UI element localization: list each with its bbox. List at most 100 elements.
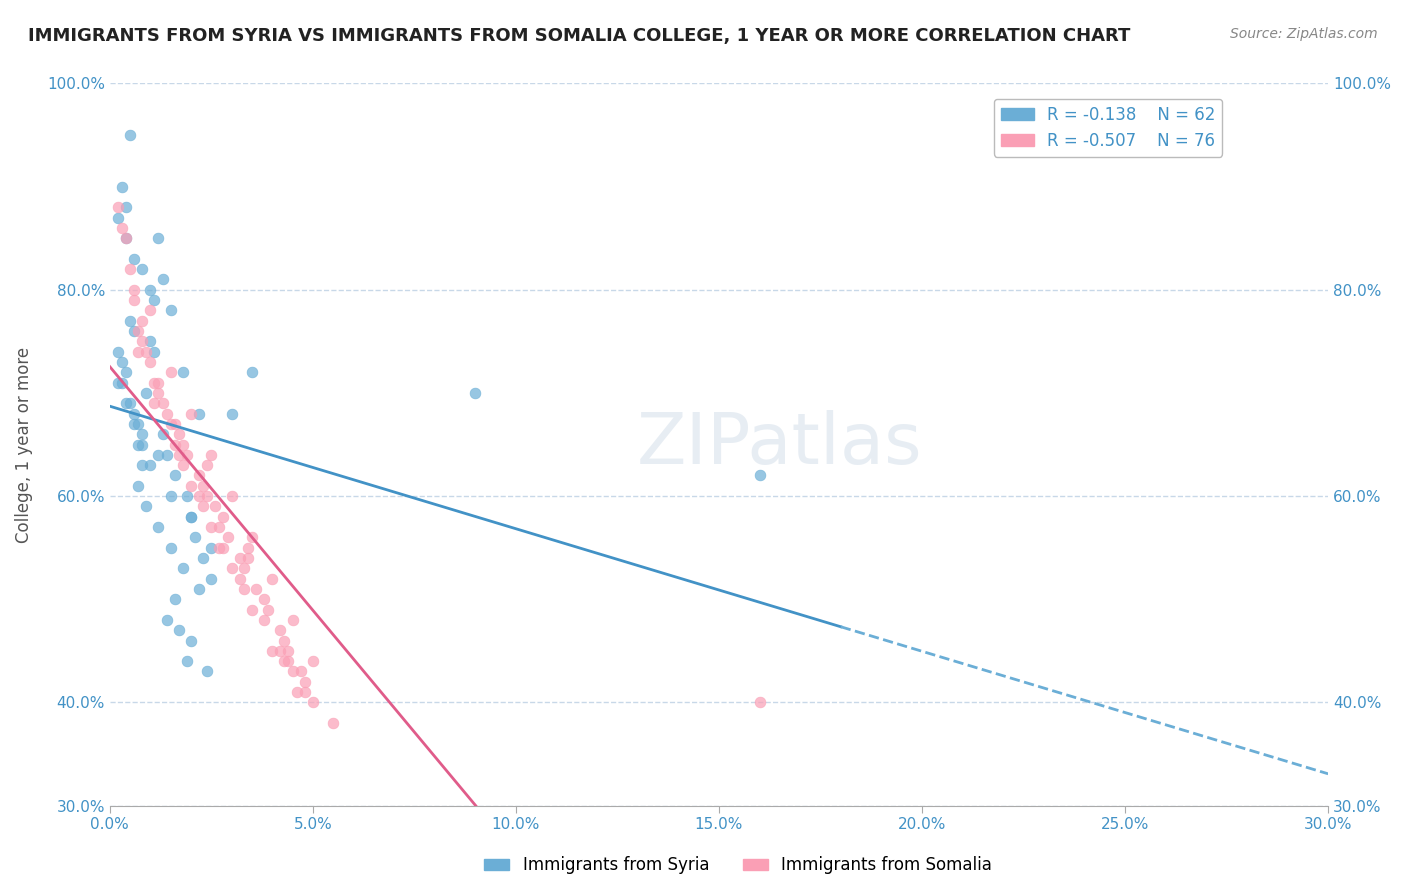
Point xyxy=(195,458,218,472)
Point xyxy=(148,448,170,462)
Text: IMMIGRANTS FROM SYRIA VS IMMIGRANTS FROM SOMALIA COLLEGE, 1 YEAR OR MORE CORRELA: IMMIGRANTS FROM SYRIA VS IMMIGRANTS FROM… xyxy=(28,27,1130,45)
Point xyxy=(159,303,181,318)
Point xyxy=(273,633,295,648)
Point xyxy=(139,458,162,472)
Point xyxy=(152,396,174,410)
Point xyxy=(115,231,138,245)
Point xyxy=(159,365,181,379)
Point xyxy=(277,644,299,658)
Point xyxy=(131,334,153,349)
Point xyxy=(131,314,153,328)
Point xyxy=(281,665,304,679)
Point xyxy=(120,314,142,328)
Point xyxy=(176,654,198,668)
Point xyxy=(188,582,211,596)
Point xyxy=(139,283,162,297)
Point xyxy=(143,376,166,390)
Point xyxy=(217,530,239,544)
Point xyxy=(176,448,198,462)
Point xyxy=(301,695,323,709)
Point xyxy=(122,417,145,431)
Point xyxy=(122,407,145,421)
Point xyxy=(120,262,142,277)
Point xyxy=(148,520,170,534)
Point xyxy=(294,685,316,699)
Point xyxy=(301,654,323,668)
Point xyxy=(111,220,134,235)
Point xyxy=(163,417,186,431)
Point xyxy=(269,644,291,658)
Point xyxy=(200,541,222,555)
Text: ZIPatlas: ZIPatlas xyxy=(637,410,922,479)
Point xyxy=(269,624,291,638)
Point xyxy=(107,211,129,225)
Point xyxy=(107,200,129,214)
Point xyxy=(195,665,218,679)
Point xyxy=(172,437,194,451)
Point xyxy=(228,551,250,566)
Point xyxy=(200,448,222,462)
Point xyxy=(139,303,162,318)
Point xyxy=(131,262,153,277)
Point xyxy=(285,685,308,699)
Point xyxy=(204,500,226,514)
Point xyxy=(172,561,194,575)
Point xyxy=(240,602,263,616)
Point xyxy=(180,407,202,421)
Point xyxy=(148,386,170,401)
Point xyxy=(115,396,138,410)
Point xyxy=(236,541,259,555)
Point xyxy=(120,128,142,142)
Point xyxy=(111,179,134,194)
Point xyxy=(107,376,129,390)
Point xyxy=(232,582,254,596)
Point xyxy=(111,355,134,369)
Point xyxy=(127,479,149,493)
Point xyxy=(163,592,186,607)
Point xyxy=(143,344,166,359)
Point xyxy=(159,417,181,431)
Point xyxy=(148,376,170,390)
Point xyxy=(228,572,250,586)
Point xyxy=(127,417,149,431)
Point xyxy=(240,365,263,379)
Point xyxy=(163,468,186,483)
Point xyxy=(221,561,243,575)
Point xyxy=(184,530,207,544)
Point xyxy=(127,344,149,359)
Point xyxy=(115,231,138,245)
Point xyxy=(262,572,284,586)
Point xyxy=(180,509,202,524)
Point xyxy=(139,334,162,349)
Point xyxy=(139,355,162,369)
Point xyxy=(122,252,145,266)
Point xyxy=(180,633,202,648)
Point xyxy=(143,396,166,410)
Point xyxy=(163,437,186,451)
Point xyxy=(200,572,222,586)
Point xyxy=(290,665,312,679)
Point xyxy=(127,437,149,451)
Point xyxy=(200,520,222,534)
Point xyxy=(148,231,170,245)
Point xyxy=(122,324,145,338)
Point xyxy=(176,489,198,503)
Point xyxy=(464,386,486,401)
Point xyxy=(135,386,157,401)
Point xyxy=(240,530,263,544)
Point xyxy=(111,376,134,390)
Point xyxy=(135,344,157,359)
Point xyxy=(191,479,214,493)
Point xyxy=(180,479,202,493)
Point xyxy=(277,654,299,668)
Point xyxy=(212,509,235,524)
Point xyxy=(208,541,231,555)
Point xyxy=(159,541,181,555)
Point xyxy=(253,592,276,607)
Point xyxy=(120,396,142,410)
Point xyxy=(253,613,276,627)
Point xyxy=(135,500,157,514)
Point xyxy=(322,716,344,731)
Point xyxy=(748,468,770,483)
Point xyxy=(127,324,149,338)
